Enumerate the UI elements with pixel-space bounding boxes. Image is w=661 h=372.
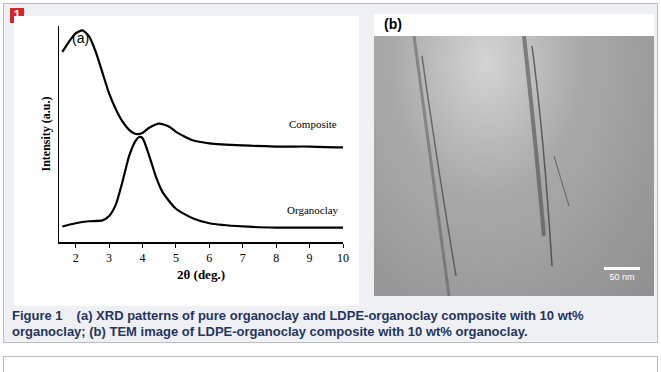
svg-text:7: 7 [240,251,246,265]
svg-text:10: 10 [337,251,349,265]
svg-text:Organoclay: Organoclay [287,204,339,216]
svg-text:Intensity (a.u.): Intensity (a.u.) [39,96,53,171]
svg-text:9: 9 [307,251,313,265]
html-text:50 nm: 50 nm [609,272,635,282]
html-text:Figure 1: Figure 1 [12,308,63,323]
svg-text:6: 6 [206,251,212,265]
svg-text:Composite: Composite [289,118,337,130]
svg-text:2: 2 [73,251,79,265]
svg-text:4: 4 [140,251,146,265]
svg-text:8: 8 [273,251,279,265]
svg-text:5: 5 [173,251,179,265]
html-text:1: 1 [13,8,21,22]
svg-text:(a): (a) [72,30,89,46]
html-text:(b): (b) [384,16,402,32]
html-text:(a) XRD patterns of pure organ: (a) XRD patterns of pure organoclay and … [12,308,584,339]
svg-text:3: 3 [106,251,112,265]
svg-text:2θ (deg.): 2θ (deg.) [177,267,225,282]
